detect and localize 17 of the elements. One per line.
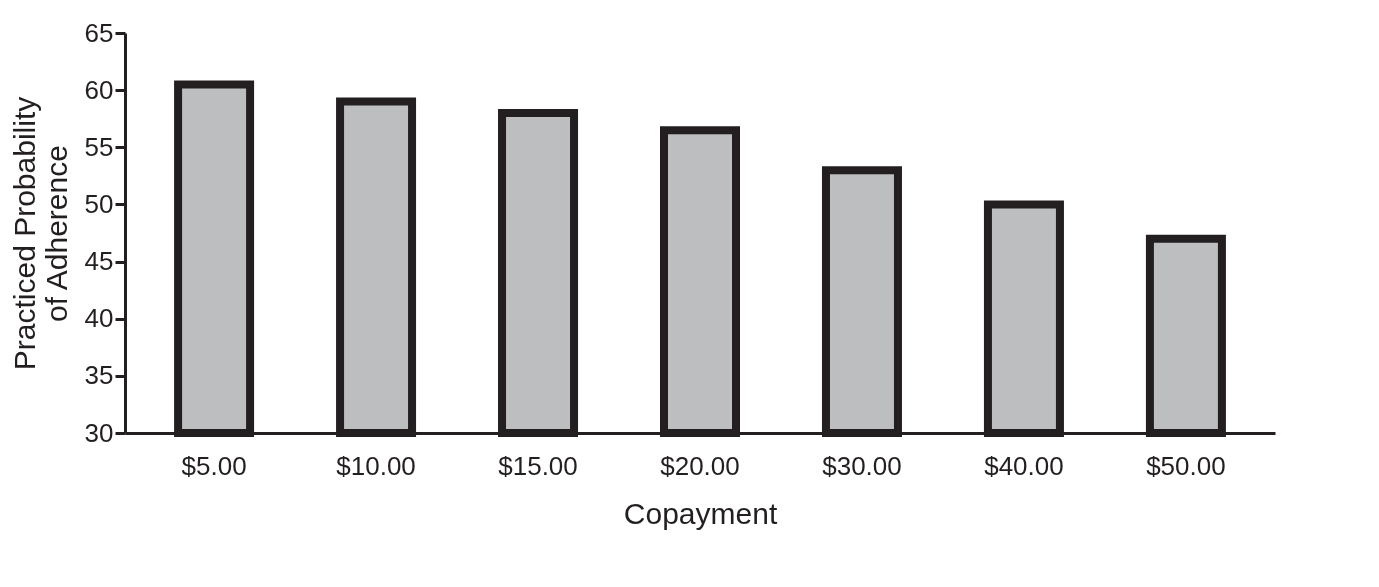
x-tick-label: $40.00 xyxy=(984,450,1064,481)
x-tick-label: $10.00 xyxy=(336,450,416,481)
y-axis-title: Practiced Probability of Adherence xyxy=(7,96,73,371)
x-tick-label: $50.00 xyxy=(1146,450,1226,481)
x-tick-label: $15.00 xyxy=(498,450,578,481)
y-tick-label: 45 xyxy=(84,246,114,277)
x-tick-label: $30.00 xyxy=(822,450,902,481)
y-tick-label: 35 xyxy=(84,360,114,391)
y-tick-label: 50 xyxy=(84,188,114,219)
y-tick-label: 40 xyxy=(84,303,114,334)
x-tick-label: $20.00 xyxy=(660,450,740,481)
x-tick-label: $5.00 xyxy=(181,450,247,481)
x-axis-title: Copayment xyxy=(623,496,778,530)
y-tick-label: 30 xyxy=(84,417,114,448)
y-tick-label: 65 xyxy=(84,17,114,48)
y-tick-label: 55 xyxy=(84,131,114,162)
y-tick-label: 60 xyxy=(84,74,114,105)
